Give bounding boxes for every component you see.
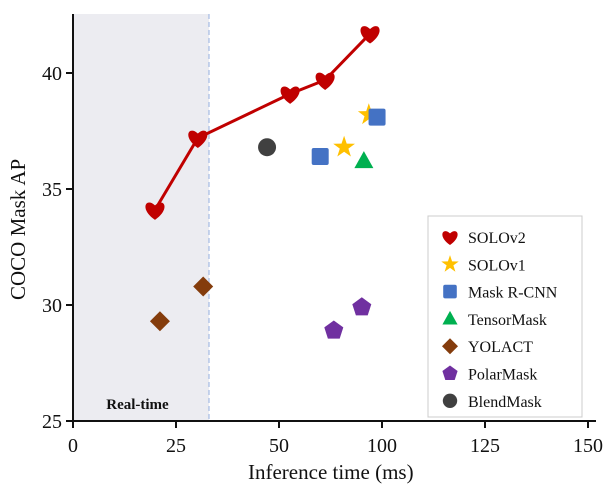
y-tick-label: 40 [42, 63, 62, 85]
realtime-region [74, 14, 209, 421]
yolact-point [193, 276, 214, 297]
x-tick-label: 25 [166, 435, 186, 457]
x-tick-label: 100 [367, 435, 397, 457]
legend-marker-tensormask [442, 310, 458, 325]
x-tick-label: 50 [269, 435, 289, 457]
legend-label-polarmask: PolarMask [468, 367, 537, 384]
legend-marker-solov2 [442, 231, 458, 245]
y-tick-label: 30 [42, 295, 62, 317]
legend-label-solov2: SOLOv2 [468, 230, 526, 247]
x-ticks: 0 25 50 100 125 150 [68, 421, 603, 457]
legend-marker-yolact [442, 338, 458, 355]
y-ticks: 25 30 35 40 [42, 63, 73, 433]
mask-r-cnn-point [368, 108, 386, 126]
legend-label-mask-r-cnn: Mask R-CNN [468, 285, 558, 302]
solov1-point [333, 135, 355, 157]
y-axis-title: COCO Mask AP [6, 159, 30, 300]
solov2-point [188, 130, 208, 148]
legend-label-blendmask: BlendMask [468, 394, 542, 411]
yolact-point [149, 311, 170, 332]
realtime-label: Real-time [106, 397, 169, 413]
legend-label-solov1: SOLOv1 [468, 257, 526, 274]
legend-marker-polarmask [442, 365, 458, 380]
legend-marker-blendmask [442, 393, 458, 408]
legend: SOLOv2 SOLOv1 Mask R-CNN TensorMask YOLACT Po… [427, 215, 583, 418]
x-tick-label: 150 [573, 435, 603, 457]
x-axis-title: Inference time (ms) [248, 460, 414, 484]
mask-r-cnn-point [311, 148, 329, 166]
legend-label-tensormask: TensorMask [468, 312, 547, 329]
x-tick-label: 0 [68, 435, 78, 457]
solov2-point [145, 202, 165, 220]
legend-label-yolact: YOLACT [468, 339, 533, 356]
legend-marker-solov1 [441, 255, 459, 272]
solov2-point [315, 72, 335, 90]
x-tick-label: 125 [470, 435, 500, 457]
solov2-point [360, 26, 380, 44]
y-tick-label: 25 [42, 411, 62, 433]
tensormask-point [354, 151, 374, 169]
y-tick-label: 35 [42, 179, 62, 201]
solov2-point [280, 86, 300, 104]
legend-marker-mask-r-cnn [443, 284, 457, 299]
polarmask-point [324, 320, 344, 339]
marks [145, 26, 386, 339]
polarmask-point [352, 297, 372, 316]
legend-box [427, 215, 583, 418]
blendmask-point [258, 138, 277, 157]
